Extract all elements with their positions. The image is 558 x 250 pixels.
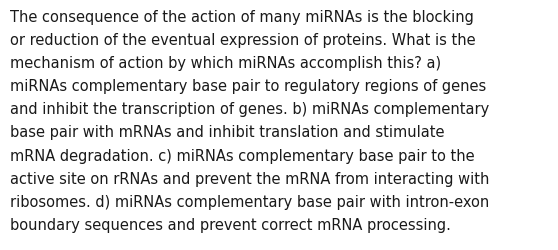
Text: base pair with mRNAs and inhibit translation and stimulate: base pair with mRNAs and inhibit transla… (10, 125, 445, 140)
Text: boundary sequences and prevent correct mRNA processing.: boundary sequences and prevent correct m… (10, 217, 451, 232)
Text: active site on rRNAs and prevent the mRNA from interacting with: active site on rRNAs and prevent the mRN… (10, 171, 489, 186)
Text: ribosomes. d) miRNAs complementary base pair with intron-exon: ribosomes. d) miRNAs complementary base … (10, 194, 489, 209)
Text: mRNA degradation. c) miRNAs complementary base pair to the: mRNA degradation. c) miRNAs complementar… (10, 148, 475, 163)
Text: The consequence of the action of many miRNAs is the blocking: The consequence of the action of many mi… (10, 10, 474, 25)
Text: or reduction of the eventual expression of proteins. What is the: or reduction of the eventual expression … (10, 33, 475, 48)
Text: miRNAs complementary base pair to regulatory regions of genes: miRNAs complementary base pair to regula… (10, 79, 486, 94)
Text: mechanism of action by which miRNAs accomplish this? a): mechanism of action by which miRNAs acco… (10, 56, 441, 71)
Text: and inhibit the transcription of genes. b) miRNAs complementary: and inhibit the transcription of genes. … (10, 102, 489, 117)
